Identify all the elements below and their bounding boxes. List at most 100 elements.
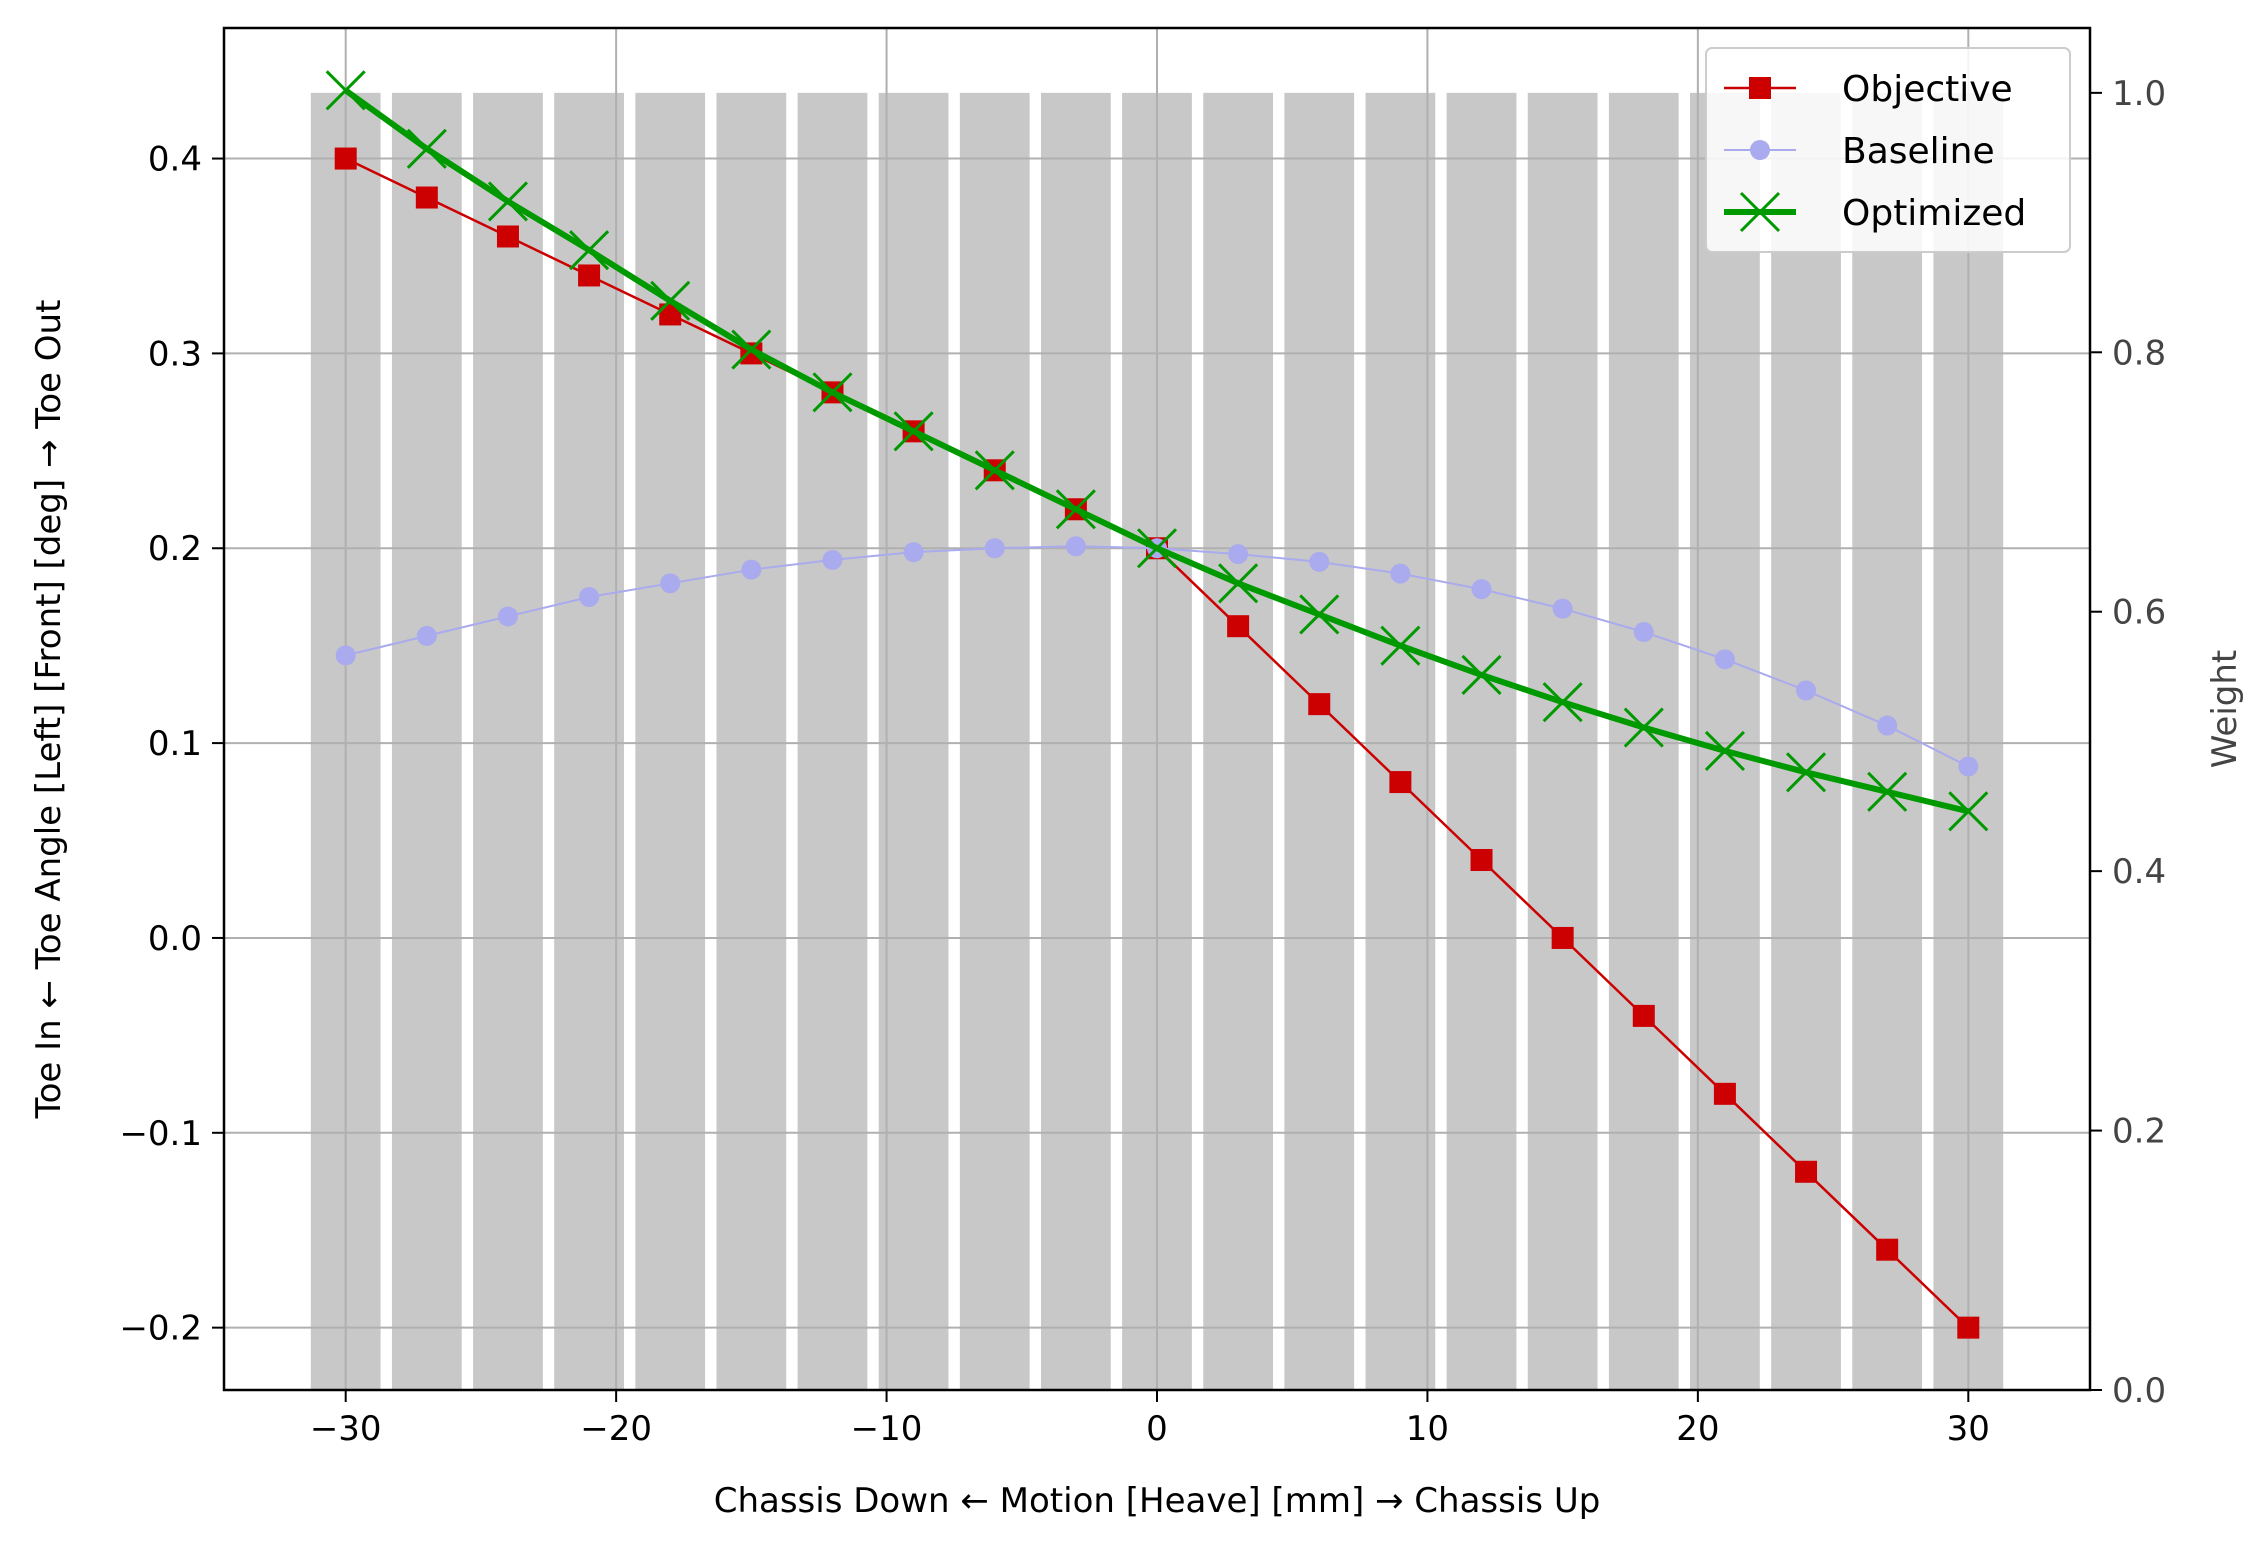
x-axis-ticks: −30 −20 −10 0 10 20 30 <box>310 1390 1990 1449</box>
objective-point <box>1713 1082 1736 1105</box>
objective-point <box>1389 771 1412 794</box>
baseline-point <box>579 586 600 607</box>
baseline-point <box>335 645 356 666</box>
objective-point <box>1957 1316 1980 1339</box>
optimized-point <box>406 128 447 169</box>
objective-point <box>334 147 357 170</box>
y-tick-label: 0.2 <box>148 529 202 569</box>
weight-bar <box>1446 92 1517 1390</box>
y2-axis-label: Weight <box>2205 650 2245 768</box>
baseline-point <box>1877 715 1898 736</box>
weight-bar <box>878 92 949 1390</box>
legend-box <box>1705 47 2071 253</box>
x-axis-label: Chassis Down ← Motion [Heave] [mm] → Cha… <box>714 1481 1601 1521</box>
objective-point <box>1632 1004 1655 1027</box>
y-tick-label: 0.0 <box>148 919 202 959</box>
optimized-point <box>1136 528 1178 569</box>
x-tick-label: 0 <box>1146 1409 1168 1449</box>
objective-point <box>415 186 438 209</box>
x-tick-label: −20 <box>580 1409 652 1449</box>
optimized-point <box>569 230 610 271</box>
y-axis-label: Toe In ← Toe Angle [Left] [Front] [deg] … <box>29 300 69 1120</box>
legend-label: Objective <box>1842 69 2013 110</box>
optimized-point <box>1542 682 1583 723</box>
optimized-point <box>1461 654 1502 695</box>
y2-tick-label: 0.8 <box>2112 333 2166 373</box>
y2-tick-label: 0.0 <box>2112 1371 2166 1411</box>
baseline-point <box>1714 649 1735 670</box>
weight-bar <box>1203 92 1274 1390</box>
y-tick-label: −0.1 <box>119 1114 202 1154</box>
optimized-point <box>1785 752 1827 793</box>
baseline-point <box>741 559 762 580</box>
baseline-point <box>1471 579 1492 600</box>
series-layer <box>325 70 1989 1339</box>
baseline-point <box>1796 680 1817 701</box>
weight-bar <box>391 92 462 1390</box>
weight-bar <box>716 92 787 1390</box>
y-tick-label: −0.2 <box>119 1309 202 1349</box>
x-tick-label: 30 <box>1947 1409 1990 1449</box>
legend-item-objective: Objective <box>1724 69 2013 110</box>
optimized-point <box>1218 563 1259 604</box>
y2-tick-label: 1.0 <box>2112 74 2166 114</box>
optimized-point <box>812 372 853 413</box>
weight-bar <box>1365 92 1436 1390</box>
y2-tick-label: 0.6 <box>2112 593 2166 633</box>
optimized-point <box>1704 730 1745 771</box>
y2-axis-ticks: 0.0 0.2 0.4 0.6 0.8 1.0 <box>2090 74 2166 1411</box>
y-axis-ticks: −0.2 −0.1 0.0 0.1 0.2 0.3 0.4 <box>119 140 224 1349</box>
objective-point <box>496 225 519 248</box>
y-tick-label: 0.1 <box>148 724 202 764</box>
weight-bar <box>1284 92 1355 1390</box>
optimized-point <box>1299 594 1340 635</box>
x-tick-label: 20 <box>1676 1409 1719 1449</box>
baseline-point <box>1228 544 1249 565</box>
weight-bar <box>959 92 1030 1390</box>
weight-bar <box>1527 92 1598 1390</box>
objective-point <box>1551 926 1574 949</box>
y-tick-label: 0.3 <box>148 334 202 374</box>
baseline-point <box>497 606 518 627</box>
optimized-point <box>1055 489 1096 530</box>
objective-point <box>1227 615 1250 638</box>
legend: Objective Baseline Optimized <box>1705 47 2071 253</box>
weight-bars <box>310 92 2004 1390</box>
objective-point <box>1795 1160 1818 1183</box>
baseline-point <box>416 625 437 646</box>
legend-item-optimized: Optimized <box>1724 191 2026 234</box>
baseline-point <box>1633 622 1654 643</box>
weight-bar <box>1608 92 1679 1390</box>
optimized-point <box>487 181 529 222</box>
objective-point <box>1876 1238 1899 1261</box>
weight-bar <box>554 92 624 1390</box>
optimized-point <box>1948 791 1989 832</box>
optimized-series <box>325 70 1989 832</box>
grid-lines <box>224 28 2090 1390</box>
baseline-point <box>822 549 843 570</box>
legend-swatch-marker <box>1750 140 1770 160</box>
weight-bar <box>1040 92 1111 1390</box>
optimized-point <box>1623 707 1664 748</box>
baseline-point <box>1065 536 1086 557</box>
y2-tick-label: 0.4 <box>2112 852 2166 892</box>
optimized-point <box>325 70 366 111</box>
optimized-point <box>893 411 934 452</box>
legend-label: Optimized <box>1842 193 2026 234</box>
legend-swatch-marker <box>1749 77 1771 99</box>
objective-point <box>578 264 601 287</box>
weight-bar <box>797 92 868 1390</box>
baseline-point <box>1309 551 1330 572</box>
x-tick-label: −30 <box>310 1409 382 1449</box>
weight-bar <box>1852 92 1923 1390</box>
weight-bar <box>473 92 543 1390</box>
legend-item-baseline: Baseline <box>1724 131 1995 172</box>
baseline-point <box>1552 598 1573 619</box>
baseline-point <box>1390 563 1411 584</box>
legend-label: Baseline <box>1842 131 1995 172</box>
optimized-point <box>731 329 772 370</box>
optimized-point <box>974 450 1015 491</box>
x-tick-label: −10 <box>851 1409 923 1449</box>
baseline-point <box>903 542 924 563</box>
